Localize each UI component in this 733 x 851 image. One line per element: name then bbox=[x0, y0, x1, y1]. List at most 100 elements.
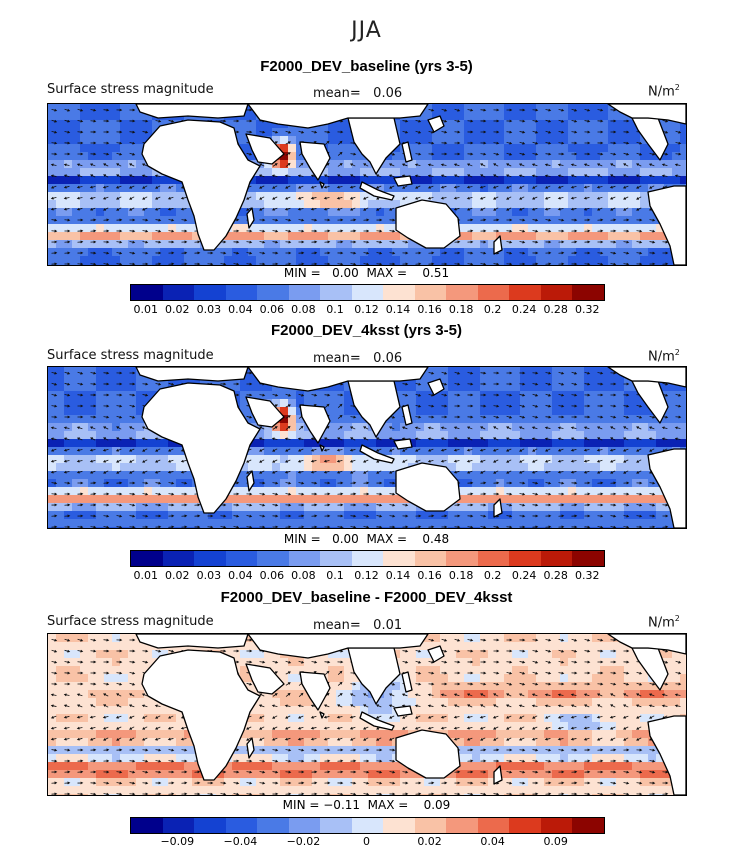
colorbar-tick-label: 0.04 bbox=[480, 835, 505, 848]
colorbar-swatch bbox=[194, 285, 226, 300]
season-title: JJA bbox=[351, 18, 382, 43]
colorbar-swatch bbox=[414, 551, 447, 566]
colorbar-swatch bbox=[446, 285, 478, 300]
panel-1-title: F2000_DEV_baseline (yrs 3-5) bbox=[260, 58, 473, 75]
colorbar-swatch bbox=[414, 285, 447, 300]
colorbar-swatch bbox=[383, 285, 415, 300]
panel-1-mean-label: mean= 0.06 bbox=[313, 86, 403, 101]
colorbar-tick-label: −0.02 bbox=[286, 835, 321, 848]
panel-2-colorbar-ticks: 0.01 0.02 0.03 0.04 0.06 0.08 0.1 0.12 0.14 0.16 0… bbox=[130, 569, 605, 583]
panel-2-minmax: MIN = 0.00 MAX = 0.48 bbox=[283, 532, 450, 546]
panel-3-title: F2000_DEV_baseline - F2000_DEV_4ksst bbox=[220, 589, 513, 606]
panel-2-max-value: 0.48 bbox=[422, 532, 450, 546]
continents bbox=[135, 367, 686, 528]
colorbar-swatch bbox=[288, 818, 321, 833]
panel-1-units: N/m2 bbox=[648, 83, 680, 100]
panel-2-map bbox=[47, 366, 687, 529]
colorbar-tick-label: 0.06 bbox=[259, 569, 285, 582]
colorbar-tick-label: 0.01 bbox=[133, 569, 159, 582]
colorbar-tick-label: 0.01 bbox=[133, 303, 159, 316]
colorbar-swatch bbox=[257, 551, 289, 566]
colorbar-swatch bbox=[257, 818, 289, 833]
map-svg bbox=[48, 104, 686, 265]
panel-3-minmax: MIN = −0.11 MAX = 0.09 bbox=[282, 798, 451, 812]
colorbar-tick-label: 0.24 bbox=[511, 303, 537, 316]
panel-1-variable-label: Surface stress magnitude bbox=[47, 82, 214, 97]
colorbar-tick-label: 0 bbox=[363, 835, 370, 848]
colorbar-tick-label: 0.24 bbox=[511, 569, 537, 582]
colorbar-swatch bbox=[540, 818, 573, 833]
colorbar-swatch bbox=[383, 818, 415, 833]
colorbar-tick-label: 0.32 bbox=[574, 569, 600, 582]
colorbar-tick-label: 0.28 bbox=[543, 569, 568, 582]
colorbar-swatch bbox=[509, 285, 541, 300]
panel-3-colorbar-ticks: −0.09 −0.04 −0.02 0 0.02 0.04 0.09 bbox=[130, 835, 605, 849]
colorbar-swatch bbox=[477, 818, 510, 833]
map-svg bbox=[48, 367, 686, 528]
panel-3-max-value: 0.09 bbox=[423, 798, 451, 812]
colorbar-swatch bbox=[540, 285, 573, 300]
panel-1-colorbar-ticks: 0.01 0.02 0.03 0.04 0.06 0.08 0.1 0.12 0.14 0.16 0… bbox=[130, 303, 605, 317]
colorbar-tick-label: 0.03 bbox=[196, 303, 222, 316]
colorbar-swatch bbox=[351, 285, 384, 300]
colorbar-swatch bbox=[288, 285, 321, 300]
colorbar-swatch bbox=[477, 285, 510, 300]
colorbar-tick-label: 0.12 bbox=[354, 569, 379, 582]
colorbar-swatch bbox=[131, 285, 163, 300]
colorbar-swatch bbox=[320, 818, 352, 833]
colorbar-tick-label: −0.04 bbox=[223, 835, 258, 848]
colorbar-tick-label: 0.32 bbox=[574, 303, 600, 316]
colorbar-tick-label: 0.14 bbox=[385, 569, 411, 582]
colorbar-swatch bbox=[509, 551, 541, 566]
continents bbox=[135, 104, 686, 265]
colorbar-tick-label: 0.02 bbox=[417, 835, 442, 848]
colorbar-swatch bbox=[509, 818, 541, 833]
panel-1-minmax: MIN = 0.00 MAX = 0.51 bbox=[283, 266, 450, 280]
colorbar-swatch bbox=[162, 551, 195, 566]
colorbar-swatch bbox=[572, 551, 604, 566]
colorbar-tick-label: 0.02 bbox=[165, 303, 190, 316]
colorbar-swatch bbox=[572, 285, 604, 300]
colorbar-swatch bbox=[194, 551, 226, 566]
colorbar-swatch bbox=[162, 818, 195, 833]
panel-2-mean-label: mean= 0.06 bbox=[313, 351, 403, 366]
colorbar-swatch bbox=[225, 551, 258, 566]
panel-2-colorbar bbox=[130, 550, 605, 567]
panel-2-min-value: 0.00 bbox=[332, 532, 359, 546]
colorbar-tick-label: 0.08 bbox=[291, 569, 316, 582]
colorbar-swatch bbox=[225, 285, 258, 300]
panel-3-mean-label: mean= 0.01 bbox=[313, 618, 403, 633]
panel-3-variable-label: Surface stress magnitude bbox=[47, 614, 214, 629]
map-svg bbox=[48, 634, 686, 795]
colorbar-swatch bbox=[162, 285, 195, 300]
colorbar-tick-label: 0.14 bbox=[385, 303, 411, 316]
colorbar-swatch bbox=[572, 818, 604, 833]
colorbar-swatch bbox=[446, 818, 478, 833]
continents bbox=[135, 634, 686, 795]
colorbar-tick-label: 0.16 bbox=[417, 569, 442, 582]
panel-2-mean-value: 0.06 bbox=[373, 351, 403, 366]
colorbar-swatch bbox=[288, 551, 321, 566]
colorbar-tick-label: 0.1 bbox=[326, 569, 344, 582]
panel-3-min-value: −0.11 bbox=[323, 798, 361, 812]
colorbar-tick-label: 0.2 bbox=[483, 569, 502, 582]
colorbar-swatch bbox=[131, 551, 163, 566]
colorbar-swatch bbox=[446, 551, 478, 566]
panel-1-mean-value: 0.06 bbox=[373, 86, 403, 101]
colorbar-tick-label: 0.03 bbox=[196, 569, 222, 582]
colorbar-swatch bbox=[351, 818, 384, 833]
colorbar-tick-label: 0.04 bbox=[228, 303, 253, 316]
panel-3-map bbox=[47, 633, 687, 796]
colorbar-tick-label: 0.08 bbox=[291, 303, 316, 316]
colorbar-swatch bbox=[225, 818, 258, 833]
colorbar-tick-label: 0.16 bbox=[417, 303, 442, 316]
panel-1-colorbar bbox=[130, 284, 605, 301]
colorbar-swatch bbox=[540, 551, 573, 566]
panel-1-max-value: 0.51 bbox=[422, 266, 450, 280]
colorbar-swatch bbox=[320, 285, 352, 300]
colorbar-swatch bbox=[351, 551, 384, 566]
colorbar-tick-label: 0.04 bbox=[228, 569, 253, 582]
colorbar-tick-label: −0.09 bbox=[160, 835, 195, 848]
colorbar-swatch bbox=[194, 818, 226, 833]
panel-3-colorbar bbox=[130, 817, 605, 834]
